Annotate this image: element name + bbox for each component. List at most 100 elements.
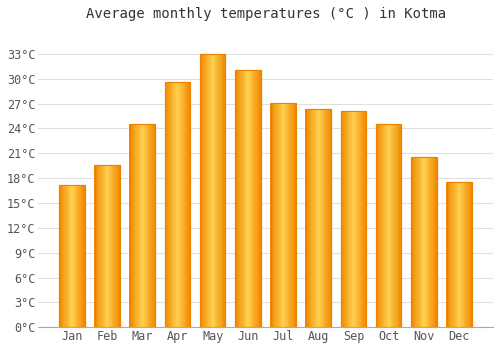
Bar	[217, 54, 218, 327]
Bar	[176, 82, 178, 327]
Bar	[432, 158, 433, 327]
Bar	[80, 185, 82, 327]
Bar	[64, 185, 65, 327]
Bar	[454, 182, 455, 327]
Bar	[458, 182, 460, 327]
Bar	[380, 124, 381, 327]
Bar	[169, 82, 170, 327]
Bar	[187, 82, 188, 327]
Bar	[270, 103, 296, 327]
Bar	[167, 82, 168, 327]
Bar	[340, 111, 342, 327]
Bar	[178, 82, 180, 327]
Bar	[466, 182, 467, 327]
Bar	[426, 158, 428, 327]
Bar	[68, 185, 70, 327]
Bar	[279, 103, 280, 327]
Bar	[446, 182, 472, 327]
Bar	[212, 54, 213, 327]
Bar	[395, 124, 396, 327]
Bar	[247, 70, 248, 327]
Bar	[70, 185, 71, 327]
Bar	[283, 103, 284, 327]
Bar	[327, 110, 328, 327]
Bar	[411, 158, 412, 327]
Bar	[412, 158, 414, 327]
Bar	[453, 182, 454, 327]
Bar	[308, 110, 309, 327]
Bar	[284, 103, 285, 327]
Bar	[76, 185, 78, 327]
Bar	[464, 182, 466, 327]
Bar	[448, 182, 450, 327]
Bar	[320, 110, 321, 327]
Bar	[313, 110, 314, 327]
Bar	[363, 111, 364, 327]
Bar	[280, 103, 281, 327]
Bar	[389, 124, 390, 327]
Bar	[104, 165, 106, 327]
Bar	[200, 54, 226, 327]
Bar	[180, 82, 181, 327]
Bar	[456, 182, 458, 327]
Bar	[470, 182, 472, 327]
Bar	[154, 124, 156, 327]
Bar	[293, 103, 294, 327]
Bar	[276, 103, 277, 327]
Bar	[366, 111, 367, 327]
Bar	[62, 185, 64, 327]
Bar	[186, 82, 188, 327]
Bar	[286, 103, 288, 327]
Bar	[100, 165, 101, 327]
Bar	[152, 124, 153, 327]
Bar	[116, 165, 117, 327]
Bar	[376, 124, 402, 327]
Bar	[65, 185, 66, 327]
Bar	[181, 82, 182, 327]
Bar	[219, 54, 220, 327]
Bar	[256, 70, 257, 327]
Bar	[306, 110, 307, 327]
Bar	[218, 54, 219, 327]
Bar	[236, 70, 238, 327]
Bar	[60, 185, 62, 327]
Bar	[272, 103, 273, 327]
Bar	[115, 165, 116, 327]
Bar	[140, 124, 141, 327]
Bar	[365, 111, 366, 327]
Bar	[118, 165, 120, 327]
Bar	[326, 110, 327, 327]
Bar	[216, 54, 217, 327]
Bar	[133, 124, 134, 327]
Bar	[249, 70, 250, 327]
Bar	[378, 124, 380, 327]
Bar	[168, 82, 169, 327]
Bar	[419, 158, 420, 327]
Bar	[446, 182, 447, 327]
Bar	[271, 103, 272, 327]
Bar	[71, 185, 72, 327]
Bar	[390, 124, 392, 327]
Bar	[130, 124, 155, 327]
Bar	[290, 103, 291, 327]
Bar	[450, 182, 452, 327]
Bar	[376, 124, 378, 327]
Bar	[358, 111, 359, 327]
Bar	[459, 182, 460, 327]
Bar	[214, 54, 216, 327]
Bar	[151, 124, 152, 327]
Bar	[396, 124, 398, 327]
Bar	[203, 54, 204, 327]
Bar	[425, 158, 426, 327]
Bar	[282, 103, 284, 327]
Bar	[103, 165, 104, 327]
Bar	[147, 124, 148, 327]
Bar	[74, 185, 76, 327]
Bar	[270, 103, 296, 327]
Bar	[95, 165, 96, 327]
Bar	[200, 54, 202, 327]
Bar	[292, 103, 293, 327]
Bar	[142, 124, 144, 327]
Bar	[348, 111, 350, 327]
Bar	[342, 111, 343, 327]
